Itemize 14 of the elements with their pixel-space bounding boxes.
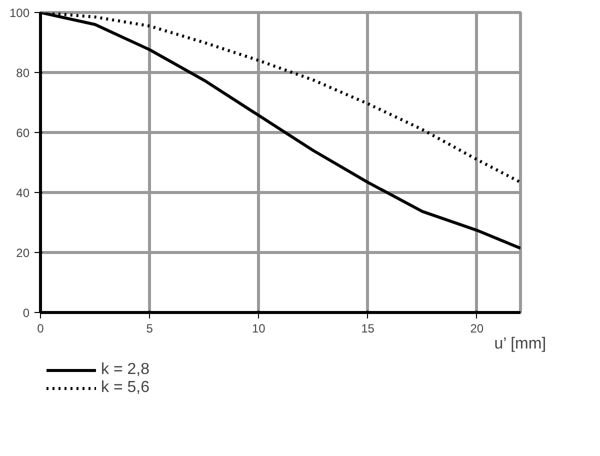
x-tick-label: 5 <box>146 322 154 336</box>
y-tick-label: 80 <box>16 66 30 80</box>
y-tick-label: 100 <box>9 6 30 20</box>
x-axis-title: u’ [mm] <box>494 336 546 352</box>
x-tick-label: 15 <box>361 322 375 336</box>
x-tick-label: 20 <box>470 322 484 336</box>
y-tick-label: 0 <box>22 306 30 320</box>
x-tick-label: 10 <box>252 322 266 336</box>
legend-label: k = 5,6 <box>101 379 150 397</box>
y-tick-label: 40 <box>16 186 30 200</box>
x-tick-label: 0 <box>37 322 44 336</box>
legend-label: k = 2,8 <box>101 361 150 379</box>
y-tick-label: 60 <box>16 126 30 140</box>
y-tick-label: 20 <box>16 246 30 260</box>
